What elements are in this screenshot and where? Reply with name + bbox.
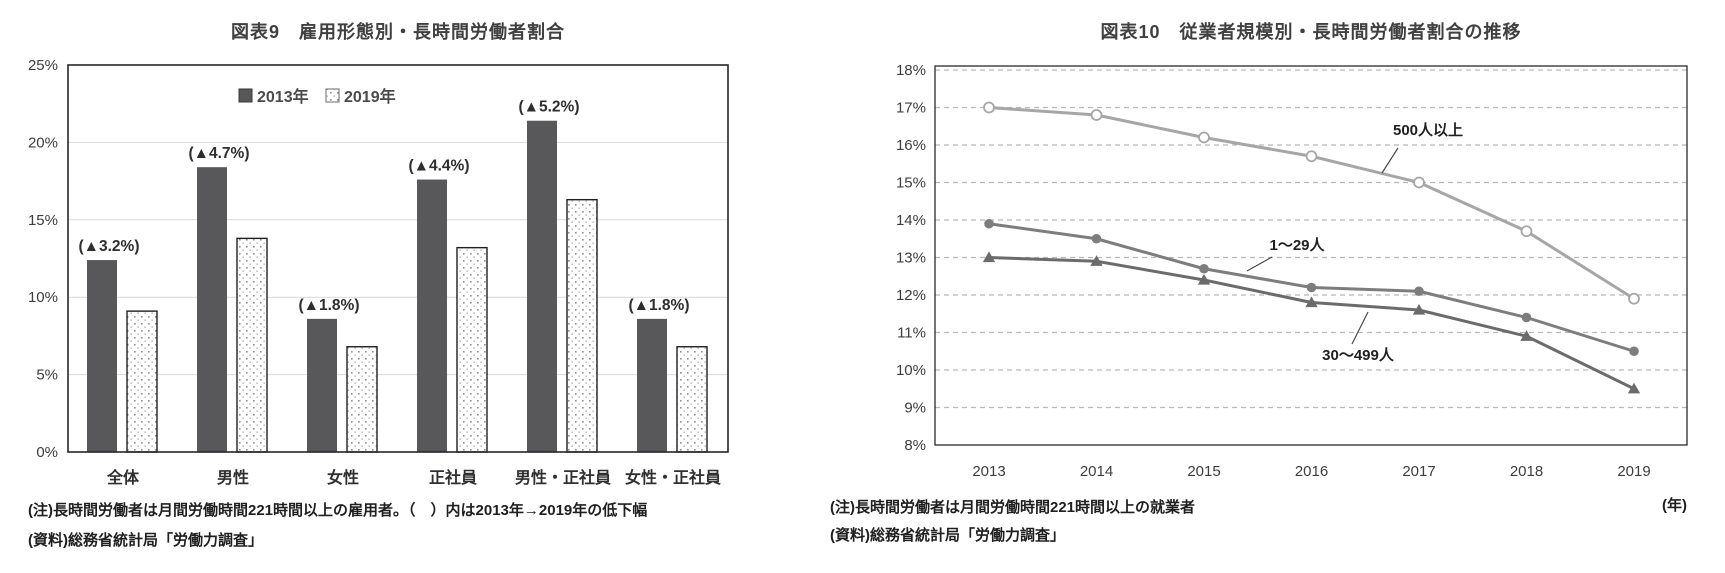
- decline-annotation: (▲3.2%): [79, 238, 140, 255]
- y-tick-label: 18%: [896, 62, 926, 79]
- decline-annotation: (▲5.2%): [519, 99, 580, 116]
- bar-2019: [126, 310, 158, 453]
- y-tick-label: 16%: [896, 137, 926, 154]
- figure9-note-line-2: (資料)総務省統計局「労働力調査」: [28, 532, 263, 549]
- series-line-3: [987, 256, 1636, 391]
- category-label: 男性: [217, 468, 249, 487]
- decline-annotation: (▲1.8%): [629, 297, 690, 314]
- marker-circle-open: [1198, 131, 1210, 144]
- figure-9-employment-type: 0% 5% 10% 15% 20% 25% 全体 (▲3.2%) 男性 (▲4.7%) 女性 (▲1.…: [0, 0, 770, 573]
- series-label: 1〜29人: [1269, 237, 1325, 254]
- y-tick-label: 15%: [28, 212, 58, 229]
- marker-circle-filled: [1521, 312, 1532, 323]
- bar-chart-long-hours-by-employment-type: 0% 5% 10% 15% 20% 25% 全体 (▲3.2%) 男性 (▲4.7%) 女性 (▲1.…: [28, 57, 729, 487]
- bar-2013: [307, 318, 337, 452]
- marker-circle-filled: [984, 218, 994, 229]
- x-tick-label: 2017: [1402, 463, 1435, 480]
- figure9-title: 図表9 雇用形態別・長時間労働者割合: [230, 22, 565, 42]
- bar-2013: [197, 167, 227, 452]
- category-label: 男性・正社員: [515, 468, 611, 487]
- figure9-notes: (注)長時間労働者は月間労働時間221時間以上の雇用者。（ ）内は2013年→2…: [28, 496, 647, 556]
- category-label: 全体: [106, 468, 140, 487]
- figure9-note-line-1: (注)長時間労働者は月間労働時間221時間以上の雇用者。（ ）内は2013年→2…: [28, 502, 648, 519]
- bar-2019: [566, 198, 598, 453]
- marker-circle-open: [1413, 176, 1425, 189]
- bar-2013: [87, 260, 117, 452]
- marker-triangle-filled: [1412, 304, 1426, 315]
- x-tick-label: 2018: [1510, 463, 1543, 480]
- figure10-note-line-1: (注)長時間労働者は月間労働時間221時間以上の就業者: [830, 499, 1196, 516]
- bar-2013: [637, 318, 667, 452]
- category-label: 正社員: [429, 468, 477, 487]
- marker-triangle-filled: [1627, 382, 1641, 394]
- x-axis-unit-label: (年): [1662, 497, 1687, 514]
- y-tick-label: 10%: [28, 289, 58, 306]
- marker-triangle-filled: [1090, 255, 1103, 266]
- marker-circle-filled: [1629, 346, 1639, 357]
- plot-border: [67, 64, 729, 453]
- plot-border: [934, 65, 1688, 446]
- marker-circle-open: [1520, 225, 1533, 238]
- y-tick-label: 14%: [896, 212, 926, 229]
- y-tick-label: 13%: [896, 250, 926, 267]
- legend-label-2013: 2013年: [257, 87, 309, 106]
- category-label: 女性: [327, 468, 359, 487]
- series-label-leader-line: [1351, 311, 1369, 345]
- marker-circle-open: [983, 101, 995, 114]
- marker-circle-filled: [1414, 286, 1424, 297]
- marker-circle-open: [1305, 150, 1318, 163]
- marker-triangle-filled: [1197, 274, 1211, 285]
- x-tick-label: 2015: [1187, 463, 1220, 480]
- marker-triangle-filled: [1305, 296, 1318, 308]
- x-tick-label: 2013: [972, 463, 1005, 480]
- bar-2013: [417, 179, 447, 452]
- y-tick-label: 25%: [28, 57, 58, 74]
- decline-annotation: (▲4.4%): [409, 158, 470, 175]
- y-tick-label: 12%: [896, 287, 926, 304]
- y-tick-label: 5%: [36, 367, 58, 384]
- marker-circle-open: [1628, 292, 1640, 305]
- x-tick-label: 2016: [1295, 463, 1328, 480]
- category-label: 女性・正社員: [625, 468, 721, 487]
- x-tick-label: 2019: [1617, 463, 1650, 480]
- y-tick-label: 8%: [904, 437, 926, 454]
- legend-swatch-2013: [238, 88, 253, 103]
- bar-2019: [676, 346, 708, 453]
- y-tick-label: 17%: [896, 100, 926, 117]
- figure10-title: 図表10 従業者規模別・長時間労働者割合の推移: [1100, 22, 1522, 42]
- legend-label-2019: 2019年: [344, 87, 396, 106]
- marker-circle-filled: [1091, 233, 1102, 244]
- series-label-leader-line: [1246, 256, 1273, 272]
- y-tick-label: 15%: [896, 175, 926, 192]
- legend-swatch-2019: [325, 88, 340, 103]
- bar-2019: [346, 346, 378, 453]
- y-tick-label: 20%: [28, 134, 58, 151]
- y-tick-label: 10%: [896, 362, 926, 379]
- marker-circle-filled: [1306, 282, 1317, 293]
- y-tick-label: 0%: [36, 444, 58, 461]
- figure-10-company-size-trend: 8% 9% 10% 11% 12% 13% 14% 15% 16% 17% 18% 2013 2014 2…: [790, 0, 1725, 573]
- series-label: 500人以上: [1393, 122, 1463, 139]
- series-line-1: [987, 106, 1636, 301]
- decline-annotation: (▲1.8%): [299, 297, 360, 314]
- bar-2019: [456, 246, 488, 453]
- series-label-leader-line: [1381, 147, 1399, 174]
- figure10-note-line-2: (資料)総務省統計局「労働力調査」: [830, 527, 1065, 544]
- marker-triangle-filled: [982, 251, 996, 263]
- line-chart-long-hours-by-company-size: 8% 9% 10% 11% 12% 13% 14% 15% 16% 17% 18% 2013 2014 2…: [896, 62, 1688, 480]
- bar-2013: [527, 120, 557, 452]
- marker-triangle-filled: [1520, 330, 1533, 341]
- marker-circle-filled: [1199, 263, 1209, 274]
- decline-annotation: (▲4.7%): [189, 145, 250, 162]
- series-label: 30〜499人: [1322, 347, 1395, 364]
- figure10-notes: (注)長時間労働者は月間労働時間221時間以上の就業者 (資料)総務省統計局「労…: [830, 494, 1195, 550]
- y-tick-label: 11%: [897, 325, 926, 342]
- x-tick-label: 2014: [1080, 463, 1113, 480]
- bar-2019: [236, 237, 268, 453]
- marker-circle-open: [1090, 109, 1103, 121]
- y-tick-label: 9%: [904, 400, 926, 417]
